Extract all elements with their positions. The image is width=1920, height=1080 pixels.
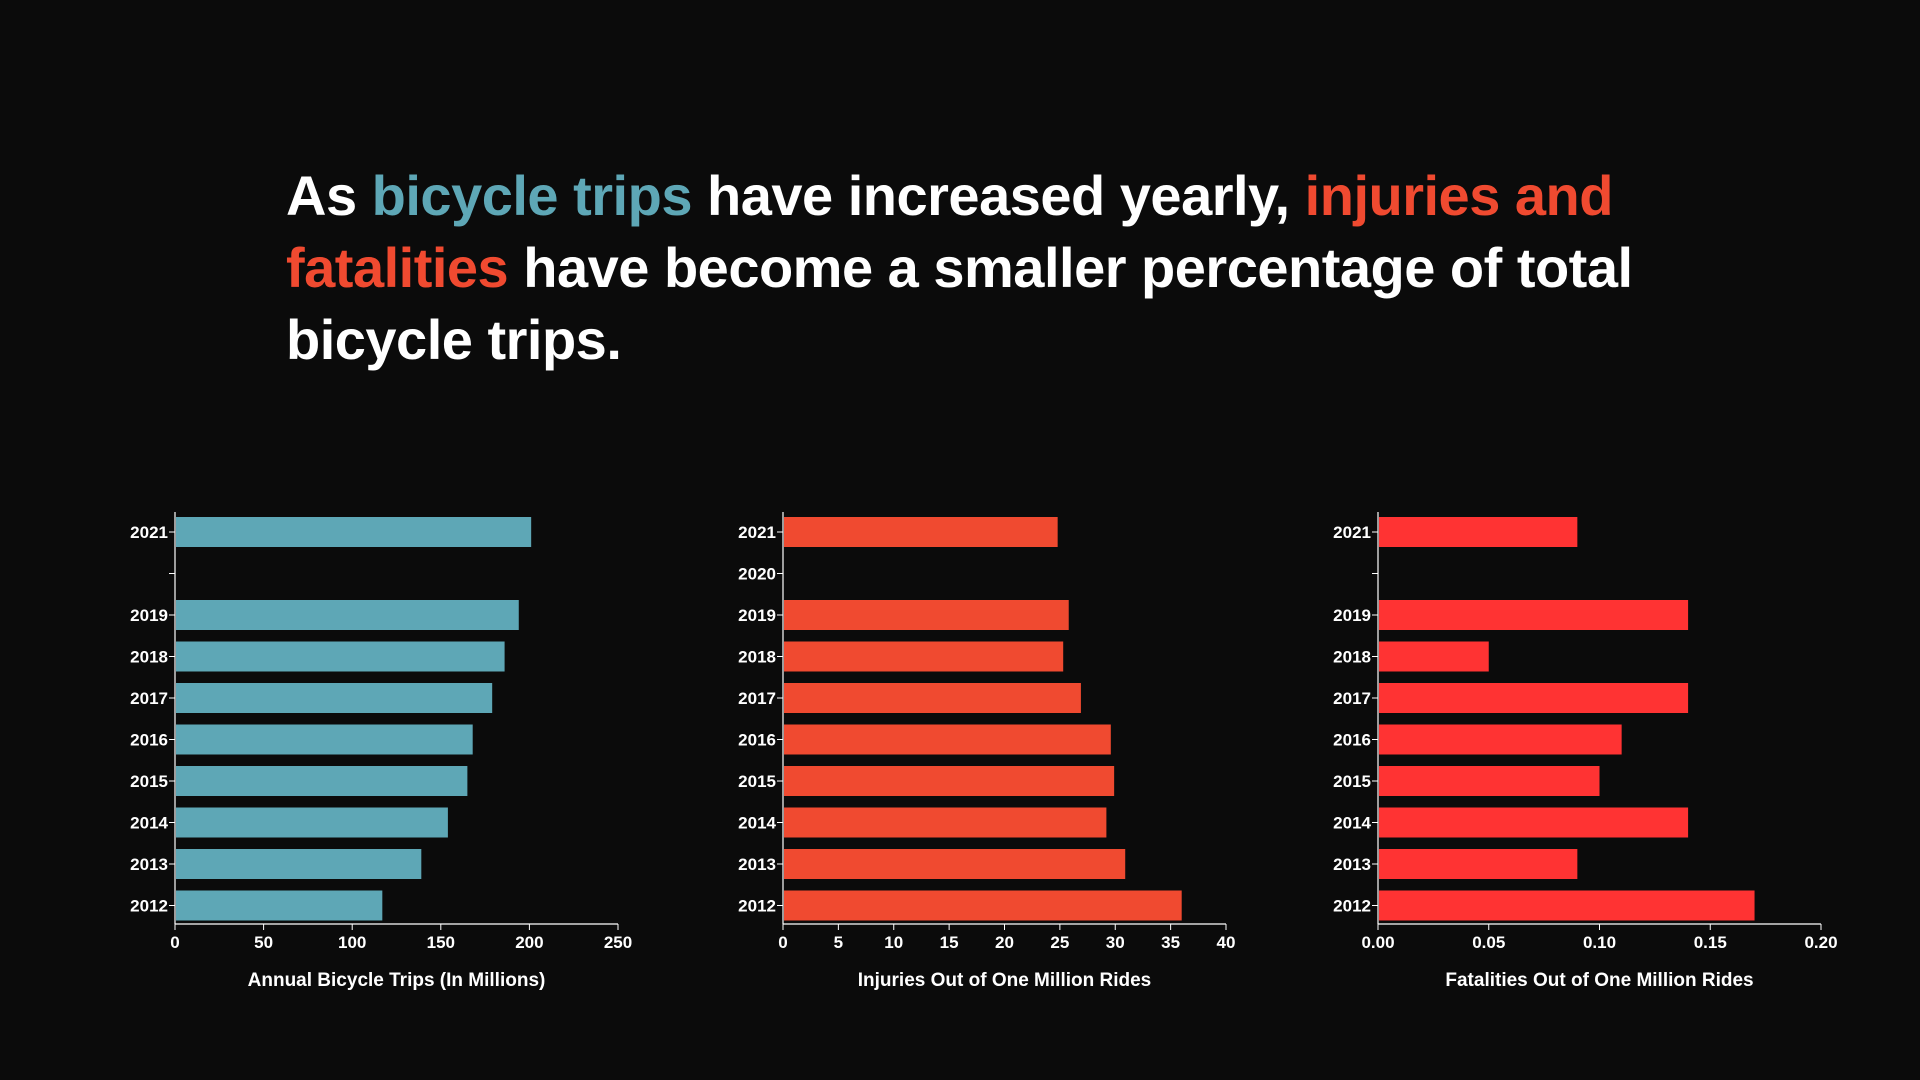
bar-2013 (176, 849, 422, 879)
x-tick-label: 5 (834, 933, 843, 952)
x-tick-label: 10 (884, 933, 903, 952)
bar-2013 (1379, 849, 1578, 879)
category-label: 2017 (1333, 689, 1371, 708)
bar-2015 (176, 766, 468, 796)
bar-2019 (1379, 600, 1689, 630)
category-label: 2021 (738, 523, 776, 542)
headline-part-3: have increased yearly, (691, 164, 1305, 227)
category-label: 2013 (1333, 855, 1371, 874)
category-label: 2020 (738, 565, 776, 584)
x-tick-label: 100 (338, 933, 366, 952)
bar-2014 (1379, 807, 1689, 838)
bar-2012 (176, 890, 383, 921)
category-label: 2014 (738, 814, 776, 833)
category-label: 2014 (130, 814, 168, 833)
x-tick-label: 0.05 (1472, 933, 1505, 952)
bar-2015 (784, 766, 1115, 796)
category-label: 2016 (1333, 731, 1371, 750)
bar-2021 (1379, 517, 1578, 547)
category-label: 2012 (738, 897, 776, 916)
category-label: 2015 (130, 772, 168, 791)
headline-part-1: As (286, 164, 372, 227)
category-label: 2017 (738, 689, 776, 708)
x-axis-title: Fatalities Out of One Million Rides (1445, 970, 1753, 991)
category-label: 2016 (130, 731, 168, 750)
category-label: 2018 (1333, 648, 1371, 667)
category-label: 2013 (130, 855, 168, 874)
bar-2017 (176, 683, 493, 713)
category-label: 2019 (1333, 606, 1371, 625)
x-tick-label: 0.20 (1804, 933, 1837, 952)
x-tick-label: 15 (940, 933, 959, 952)
x-tick-label: 250 (604, 933, 632, 952)
category-label: 2021 (1333, 523, 1371, 542)
x-tick-label: 0.15 (1694, 933, 1727, 952)
headline: As bicycle trips have increased yearly, … (286, 160, 1706, 376)
bar-2012 (784, 890, 1182, 921)
bar-2013 (784, 849, 1126, 879)
category-label: 2015 (738, 772, 776, 791)
category-label: 2018 (738, 648, 776, 667)
category-label: 2019 (130, 606, 168, 625)
bar-2014 (784, 807, 1107, 838)
bar-2012 (1379, 890, 1755, 921)
x-axis-title: Annual Bicycle Trips (In Millions) (248, 970, 546, 991)
bar-2015 (1379, 766, 1600, 796)
bar-2018 (176, 641, 505, 672)
bar-2016 (176, 724, 473, 755)
x-tick-label: 30 (1106, 933, 1125, 952)
bar-2016 (1379, 724, 1622, 755)
x-tick-label: 20 (995, 933, 1014, 952)
bar-2021 (784, 517, 1058, 547)
category-label: 2018 (130, 648, 168, 667)
x-tick-label: 150 (427, 933, 455, 952)
chart-3: 2021 2019 2018 2017 2016 2015 2014 2013 2012 0.00… (1333, 512, 1838, 991)
bar-2017 (784, 683, 1081, 713)
category-label: 2013 (738, 855, 776, 874)
bar-2018 (784, 641, 1064, 672)
category-label: 2016 (738, 731, 776, 750)
x-tick-label: 50 (254, 933, 273, 952)
category-label: 2021 (130, 523, 168, 542)
bar-2019 (784, 600, 1069, 630)
bar-2016 (784, 724, 1111, 755)
category-label: 2012 (1333, 897, 1371, 916)
bar-2019 (176, 600, 519, 630)
headline-bicycle-trips: bicycle trips (371, 164, 693, 227)
bar-2017 (1379, 683, 1689, 713)
x-tick-label: 0.00 (1361, 933, 1394, 952)
headline-injuries-fatalities: injuries and fatalities (286, 164, 1613, 299)
category-label: 2012 (130, 897, 168, 916)
headline-part-5: have become a smaller percentage of tota… (286, 236, 1633, 371)
chart-2: 2021202020192018201720162015201420132012… (738, 512, 1235, 991)
x-tick-label: 0 (170, 933, 179, 952)
category-label: 2015 (1333, 772, 1371, 791)
bar-2014 (176, 807, 448, 838)
x-tick-label: 200 (515, 933, 543, 952)
x-tick-label: 25 (1050, 933, 1069, 952)
x-tick-label: 35 (1161, 933, 1180, 952)
x-axis-title: Injuries Out of One Million Rides (858, 970, 1151, 991)
bar-2018 (1379, 641, 1489, 672)
x-tick-label: 40 (1217, 933, 1236, 952)
x-tick-label: 0 (778, 933, 787, 952)
category-label: 2017 (130, 689, 168, 708)
bar-2021 (176, 517, 532, 547)
x-tick-label: 0.10 (1583, 933, 1616, 952)
category-label: 2014 (1333, 814, 1371, 833)
category-label: 2019 (738, 606, 776, 625)
